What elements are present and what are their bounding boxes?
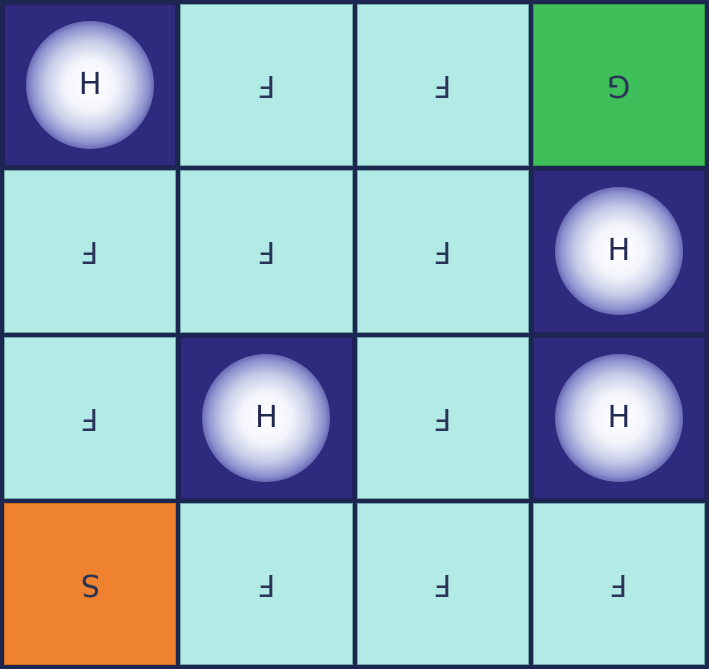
tile-label: F bbox=[81, 400, 99, 436]
tile-label: H bbox=[607, 233, 631, 269]
tile-label: F bbox=[257, 234, 275, 270]
tile-label: H bbox=[78, 67, 102, 103]
tile-label: F bbox=[433, 234, 452, 270]
tile-goal: G bbox=[532, 4, 705, 167]
tile-frozen: F bbox=[180, 502, 353, 665]
hole-glow-icon bbox=[202, 353, 331, 482]
tile-label: F bbox=[257, 566, 275, 602]
tile-label: S bbox=[80, 566, 100, 602]
tile-label: F bbox=[433, 400, 452, 436]
hole-glow-icon bbox=[26, 21, 155, 150]
tile-frozen: F bbox=[4, 170, 177, 333]
tile-label: H bbox=[607, 399, 631, 435]
tile-hole: H bbox=[180, 336, 353, 499]
hole-glow-icon bbox=[554, 187, 683, 316]
tile-frozen: F bbox=[356, 502, 529, 665]
tile-frozen: F bbox=[180, 170, 353, 333]
tile-label: G bbox=[607, 68, 631, 104]
tile-frozen: F bbox=[4, 336, 177, 499]
tile-label: H bbox=[255, 399, 278, 435]
tile-frozen: F bbox=[532, 502, 705, 665]
tile-frozen: F bbox=[356, 336, 529, 499]
hole-glow-icon bbox=[554, 353, 683, 482]
tile-hole: H bbox=[4, 4, 177, 167]
tile-label: F bbox=[433, 68, 452, 104]
tile-label: F bbox=[610, 566, 628, 602]
tile-frozen: F bbox=[180, 4, 353, 167]
tile-hole: H bbox=[532, 336, 705, 499]
tile-start: S bbox=[4, 502, 177, 665]
tile-hole: H bbox=[532, 170, 705, 333]
tile-frozen: F bbox=[356, 170, 529, 333]
tile-frozen: F bbox=[356, 4, 529, 167]
tile-label: F bbox=[257, 68, 275, 104]
tile-label: F bbox=[433, 566, 452, 602]
tile-label: F bbox=[81, 234, 99, 270]
